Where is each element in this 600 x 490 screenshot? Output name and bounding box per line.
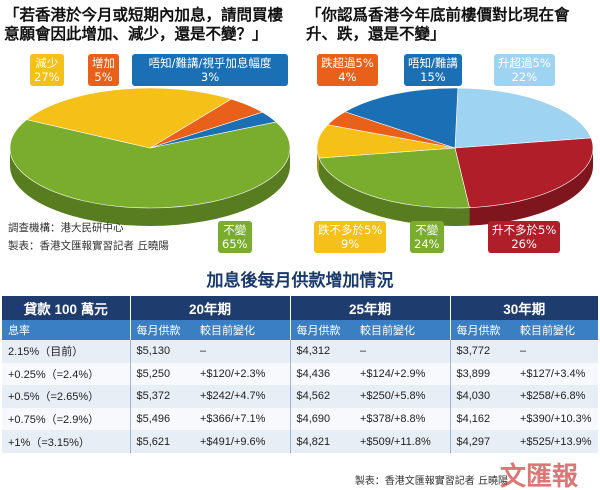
rate-cell: +1%（=3.15%）	[2, 430, 130, 453]
pie2-label-unsure: 唔知/難講 15%	[404, 54, 462, 86]
change-cell: –	[354, 340, 450, 363]
payment-cell: $4,821	[289, 430, 354, 453]
sub-header-change: 較目前變化	[194, 320, 290, 340]
source-org: 調查機構：港大民研中心	[8, 222, 124, 234]
pie-side	[469, 148, 593, 226]
pie1-label-unsure: 唔知/難講/視乎加息幅度 3%	[132, 54, 288, 86]
pie2-label-unchanged: 不變 24%	[410, 221, 444, 253]
pie-charts	[9, 87, 594, 226]
pie-slice	[344, 87, 459, 149]
table-row: 2.15%（目前） $5,130– $4,312– $3,772–	[2, 340, 598, 363]
pie-slice	[454, 137, 594, 208]
pie1-label-unchanged: 不變 65%	[218, 221, 252, 253]
payment-cell: $4,297	[449, 430, 514, 453]
pie-slice	[25, 87, 232, 149]
table-row: +0.75%（=2.9%） $5,496 +$366/+7.1% $4,690 +$37…	[2, 407, 598, 431]
payment-cell: $4,562	[289, 385, 354, 408]
sub-header-change: 較目前變化	[354, 320, 450, 340]
rate-cell: +0.75%（=2.9%）	[2, 407, 130, 431]
change-cell: +$258/+6.8%	[514, 385, 598, 408]
pie2-label-fall-le5: 跌不多於5% 9%	[314, 221, 387, 253]
payment-cell: $4,436	[289, 362, 354, 386]
sub-header-payment: 每月供款	[289, 320, 354, 340]
pie-slice	[454, 87, 592, 149]
pie-slice	[149, 111, 277, 149]
newspaper-logo: 文匯報	[500, 462, 579, 490]
payment-cell: $3,772	[449, 340, 514, 363]
change-cell: +$127/+3.4%	[514, 362, 598, 386]
sub-header-payment: 每月供款	[129, 320, 194, 340]
payment-cell: $4,690	[289, 407, 354, 431]
pie1-label-increase: 增加 5%	[88, 54, 119, 86]
payment-cell: $5,250	[129, 362, 194, 386]
loan-table: 貸款 100 萬元 20年期 25年期 30年期 息率 每月供款 較目前變化 每…	[2, 296, 598, 453]
pie-side	[318, 158, 470, 226]
sub-header-payment: 每月供款	[449, 320, 514, 340]
source-maker: 製表：香港文匯報實習記者 丘曉陽	[8, 240, 169, 252]
change-cell: +$525/+13.9%	[514, 430, 598, 453]
change-cell: –	[194, 340, 290, 363]
table-title: 加息後每月供款增加情況	[206, 271, 394, 291]
rate-cell: 2.15%（目前）	[2, 340, 130, 363]
table-row: +0.5%（=2.65%） $5,372 +$242/+4.7% $4,562 +$25…	[2, 385, 598, 408]
payment-cell: $3,899	[449, 362, 514, 386]
term-header-25: 25年期	[290, 296, 451, 320]
change-cell: +$242/+4.7%	[194, 385, 290, 408]
payment-cell: $5,496	[129, 407, 194, 431]
sub-header-change: 較目前變化	[514, 320, 598, 340]
change-cell: +$491/+9.6%	[194, 430, 290, 453]
change-cell: +$120/+2.3%	[194, 362, 290, 386]
payment-cell: $4,030	[449, 385, 514, 408]
change-cell: +$250/+5.8%	[354, 385, 450, 408]
change-cell: +$366/+7.1%	[194, 407, 290, 431]
pie2-label-rise-gt5: 升超過5% 22%	[494, 54, 555, 86]
rate-cell: +0.5%（=2.65%）	[2, 385, 130, 408]
pie1	[9, 87, 291, 226]
term-header-20: 20年期	[130, 296, 291, 320]
change-cell: +$378/+8.8%	[354, 407, 450, 431]
table-row: +0.25%（=2.4%） $5,250 +$120/+2.3% $4,436 +$12…	[2, 362, 598, 386]
payment-cell: $5,621	[129, 430, 194, 453]
pie1-title: 「若香港於今月或短期內加息，請問買樓意願會因此增加、減少，還是不變？」	[4, 6, 284, 43]
change-cell: –	[514, 340, 598, 363]
term-header-30: 30年期	[450, 296, 598, 320]
pie-side	[10, 148, 290, 226]
rate-header: 息率	[2, 320, 130, 340]
pie-slice	[9, 119, 291, 209]
pie2-label-rise-le5: 升不多於5% 26%	[488, 221, 561, 253]
table-corner: 貸款 100 萬元	[2, 296, 131, 320]
change-cell: +$124/+2.9%	[354, 362, 450, 386]
payment-cell: $4,162	[449, 407, 514, 431]
payment-cell: $4,312	[289, 340, 354, 363]
payment-cell: $5,130	[129, 340, 194, 363]
pie2-label-fall-gt5: 跌超過5% 4%	[317, 54, 378, 86]
table-row: +1%（=3.15%） $5,621 +$491/+9.6% $4,821 +$509/…	[2, 430, 598, 453]
payment-cell: $5,372	[129, 385, 194, 408]
pie1-label-reduce: 減少 27%	[30, 54, 64, 86]
pie2	[316, 87, 594, 226]
change-cell: +$509/+11.8%	[354, 430, 450, 453]
rate-cell: +0.25%（=2.4%）	[2, 362, 130, 386]
change-cell: +$390/+10.3%	[514, 407, 598, 431]
pie-slice	[318, 147, 470, 209]
pie-side	[317, 148, 319, 177]
credit-line: 製表：香港文匯報實習記者 丘曉陽	[354, 476, 508, 487]
pie2-title: 「你認爲香港今年底前樓價對比現在會升、跌，還是不變」	[306, 6, 570, 43]
